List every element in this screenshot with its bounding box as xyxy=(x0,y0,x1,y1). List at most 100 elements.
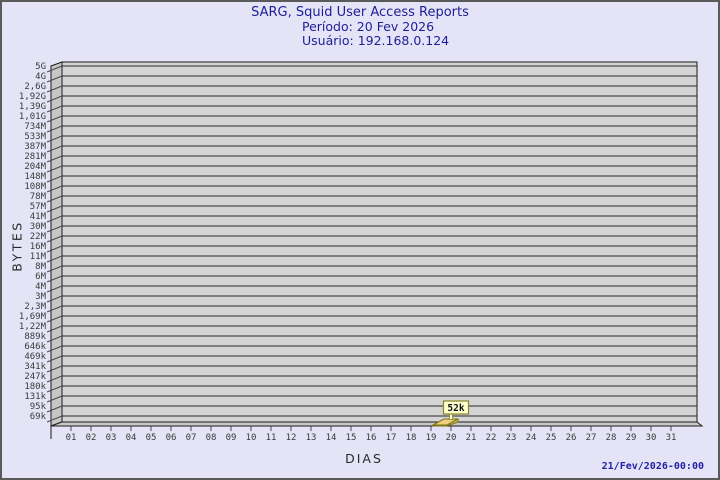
y-tick-label: 148M xyxy=(24,172,46,182)
y-tick-label: 57M xyxy=(30,202,47,212)
x-tick-label: 17 xyxy=(386,433,397,443)
y-tick xyxy=(46,375,63,383)
y-tick xyxy=(46,215,63,223)
y-tick-label: 8M xyxy=(35,262,46,272)
x-tick-label: 23 xyxy=(506,433,517,443)
x-tick-label: 14 xyxy=(326,433,337,443)
y-tick xyxy=(46,385,63,393)
y-tick-label: 3M xyxy=(35,292,46,302)
y-tick-label: 1,92G xyxy=(19,92,46,102)
x-tick-label: 07 xyxy=(186,433,197,443)
generation-timestamp: 21/Fev/2026-00:00 xyxy=(601,461,704,472)
x-tick-label: 31 xyxy=(666,433,677,443)
y-tick xyxy=(46,395,63,403)
x-tick-label: 19 xyxy=(426,433,437,443)
y-tick-label: 5G xyxy=(35,62,46,72)
x-tick-label: 30 xyxy=(646,433,657,443)
y-tick-label: 387M xyxy=(24,142,46,152)
x-tick-label: 08 xyxy=(206,433,217,443)
x-tick-label: 24 xyxy=(526,433,537,443)
y-tick xyxy=(46,225,63,233)
y-tick-label: 469k xyxy=(24,352,46,362)
x-tick-label: 22 xyxy=(486,433,497,443)
page-title: SARG, Squid User Access Reports xyxy=(251,5,469,20)
y-tick-label: 281M xyxy=(24,152,46,162)
y-tick-label: 1,01G xyxy=(19,112,46,122)
y-tick xyxy=(46,115,63,123)
y-tick-label: 41M xyxy=(30,212,47,222)
y-tick xyxy=(46,105,63,113)
y-tick-label: 2,3M xyxy=(24,302,46,312)
y-tick-label: 69k xyxy=(30,412,47,422)
y-tick-label: 131k xyxy=(24,392,46,402)
y-tick xyxy=(46,125,63,133)
y-tick xyxy=(46,175,63,183)
y-tick-label: 22M xyxy=(30,232,47,242)
y-tick-label: 646k xyxy=(24,342,46,352)
x-tick-label: 16 xyxy=(366,433,377,443)
y-tick-label: 95k xyxy=(30,402,47,412)
x-tick-label: 09 xyxy=(226,433,237,443)
usage-bar-front xyxy=(432,424,448,427)
y-tick xyxy=(46,285,63,293)
x-tick-label: 20 xyxy=(446,433,457,443)
x-tick-label: 15 xyxy=(346,433,357,443)
y-tick xyxy=(46,405,63,413)
x-tick-label: 11 xyxy=(266,433,277,443)
x-tick-label: 01 xyxy=(66,433,77,443)
y-tick xyxy=(46,85,63,93)
y-tick xyxy=(46,275,63,283)
y-tick-label: 16M xyxy=(30,242,47,252)
y-tick-label: 4G xyxy=(35,72,46,82)
x-tick-label: 18 xyxy=(406,433,417,443)
y-tick xyxy=(46,235,63,243)
y-tick-label: 6M xyxy=(35,272,46,282)
x-tick-label: 27 xyxy=(586,433,597,443)
y-tick xyxy=(46,345,63,353)
y-tick xyxy=(46,245,63,253)
y-tick xyxy=(46,295,63,303)
y-tick xyxy=(46,185,63,193)
report-subtitles: Período: 20 Fev 2026 Usuário: 192.168.0.… xyxy=(302,20,449,47)
x-tick-label: 03 xyxy=(106,433,117,443)
x-tick-label: 12 xyxy=(286,433,297,443)
y-tick xyxy=(46,165,63,173)
report-period: Período: 20 Fev 2026 xyxy=(302,19,435,34)
y-tick-label: 734M xyxy=(24,122,46,132)
y-tick-label: 108M xyxy=(24,182,46,192)
report-user: Usuário: 192.168.0.124 xyxy=(302,32,450,48)
y-tick xyxy=(46,95,63,103)
y-tick xyxy=(46,145,63,153)
x-tick-label: 02 xyxy=(86,433,97,443)
y-tick-label: 1,39G xyxy=(19,102,46,112)
x-tick-label: 21 xyxy=(466,433,477,443)
y-tick xyxy=(46,305,63,313)
y-tick-label: 341k xyxy=(24,362,46,372)
x-tick-label: 05 xyxy=(146,433,157,443)
y-tick xyxy=(46,195,63,203)
y-tick xyxy=(46,255,63,263)
y-tick xyxy=(46,335,63,343)
y-tick-label: 2,6G xyxy=(24,82,46,92)
y-tick-label: 180k xyxy=(24,382,46,392)
y-tick-label: 533M xyxy=(24,132,46,142)
x-tick-label: 04 xyxy=(126,433,137,443)
y-tick-label: 889k xyxy=(24,332,46,342)
y-tick-label: 30M xyxy=(30,222,47,232)
y-tick-label: 247k xyxy=(24,372,46,382)
y-tick xyxy=(46,205,63,213)
x-tick-label: 28 xyxy=(606,433,617,443)
y-tick xyxy=(46,155,63,163)
y-tick xyxy=(46,415,63,423)
y-tick xyxy=(46,315,63,323)
y-tick-label: 204M xyxy=(24,162,46,172)
x-tick-label: 26 xyxy=(566,433,577,443)
x-axis-title: DIAS xyxy=(345,451,383,466)
y-tick-label: 11M xyxy=(30,252,47,262)
y-tick-label: 4M xyxy=(35,282,46,292)
value-flag-stem xyxy=(449,413,453,420)
x-tick-label: 25 xyxy=(546,433,557,443)
plot-back-wall xyxy=(61,61,698,423)
